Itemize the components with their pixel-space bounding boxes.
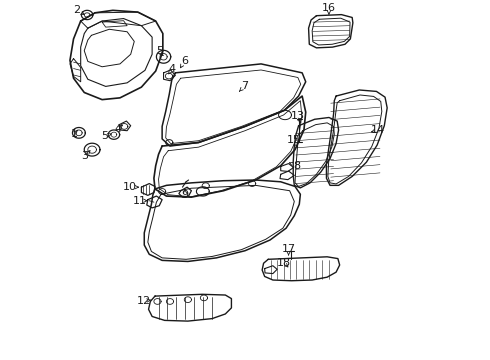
Text: 4: 4: [115, 124, 122, 134]
Text: 13: 13: [291, 112, 305, 121]
Text: 15: 15: [287, 135, 300, 145]
Text: 16: 16: [322, 3, 336, 13]
Text: 9: 9: [181, 190, 189, 200]
Text: 2: 2: [74, 5, 81, 15]
Text: 3: 3: [81, 151, 89, 161]
Text: 5: 5: [101, 131, 108, 141]
Text: 11: 11: [133, 196, 147, 206]
Text: 4: 4: [169, 64, 176, 73]
Text: 8: 8: [293, 161, 300, 171]
Text: 7: 7: [241, 81, 248, 91]
Text: 5: 5: [156, 46, 163, 57]
Text: 12: 12: [137, 296, 151, 306]
Text: 18: 18: [276, 258, 291, 268]
Text: 1: 1: [71, 129, 78, 139]
Text: 6: 6: [181, 57, 188, 66]
Text: 10: 10: [123, 182, 137, 192]
Text: 14: 14: [371, 125, 385, 135]
Text: 17: 17: [282, 244, 295, 254]
